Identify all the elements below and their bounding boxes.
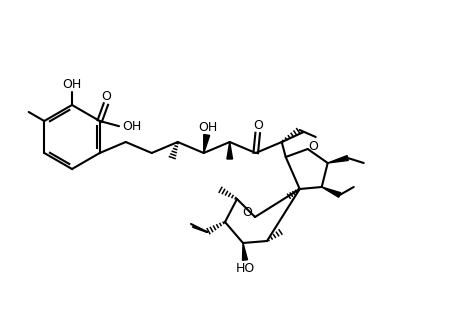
Text: OH: OH [122,120,141,133]
Text: OH: OH [198,121,217,133]
Polygon shape [321,187,340,197]
Text: O: O [242,205,251,219]
Polygon shape [226,142,232,159]
Text: O: O [307,140,317,153]
Polygon shape [203,134,209,153]
Text: O: O [252,118,262,132]
Polygon shape [242,243,247,260]
Text: O: O [101,90,110,103]
Text: OH: OH [62,77,82,91]
Text: HO: HO [235,262,254,276]
Polygon shape [327,156,348,163]
